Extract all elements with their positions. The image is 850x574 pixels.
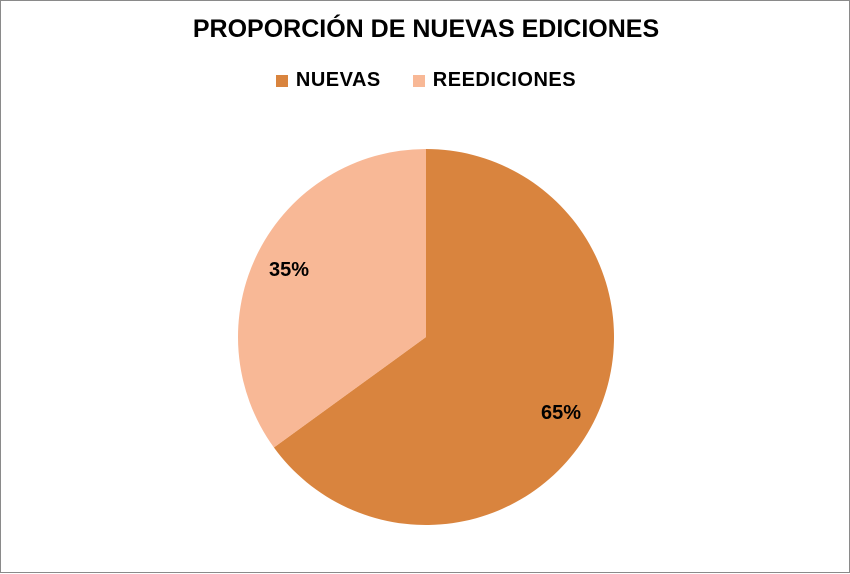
legend-swatch-reediciones [412, 74, 425, 87]
legend-label-reediciones: REEDICIONES [432, 69, 577, 91]
legend-item-nuevas: NUEVAS [275, 69, 381, 92]
legend-label-nuevas: NUEVAS [295, 69, 381, 91]
legend: NUEVAS REEDICIONES [1, 69, 850, 92]
data-label-reediciones: 35% [269, 259, 309, 281]
legend-item-reediciones: REEDICIONES [412, 69, 577, 92]
legend-swatch-nuevas [275, 74, 288, 87]
chart-title: PROPORCIÓN DE NUEVAS EDICIONES [192, 15, 660, 43]
pie-slice-reediciones [238, 149, 426, 448]
data-label-nuevas: 65% [541, 402, 581, 424]
pie-slice-nuevas [273, 149, 614, 525]
